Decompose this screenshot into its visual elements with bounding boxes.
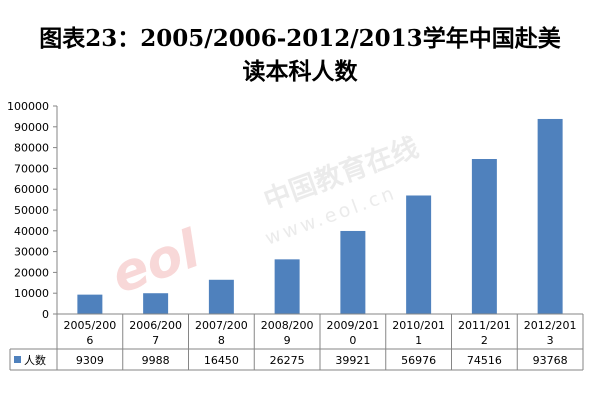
category-label: 8 [218,334,225,347]
legend-series-name: 人数 [24,354,46,367]
eol-logo: eol [104,219,209,306]
bar [274,259,300,314]
y-tick-label: 90000 [14,121,49,134]
plot-area: 0 10000 20000 30000 40000 50000 60000 70000 8000… [7,100,563,321]
legend-swatch [14,356,21,363]
category-label: 2011/201 [458,319,511,332]
data-value-label: 9309 [76,354,104,367]
category-label: 2009/201 [327,319,380,332]
data-value-label: 9988 [142,354,170,367]
data-value-label: 74516 [467,354,502,367]
data-value-label: 56976 [401,354,436,367]
watermark: eol 中国教育在线 www.eol.cn [104,131,423,306]
bar [208,279,234,314]
chart-title-line-2: 读本科人数 [242,58,358,85]
data-value-label: 93768 [533,354,568,367]
data-value-label: 39921 [335,354,370,367]
category-label: 0 [349,334,356,347]
category-label: 2005/200 [64,319,117,332]
bar [77,294,103,314]
category-label: 7 [152,334,159,347]
chart-title: 图表23：2005/2006-2012/2013学年中国赴美 读本科人数 [0,22,600,88]
category-label: 2007/200 [195,319,248,332]
y-tick-label: 10000 [14,287,49,300]
y-tick-label: 80000 [14,142,49,155]
y-tick-label: 50000 [14,204,49,217]
y-tick-label: 70000 [14,162,49,175]
category-label: 9 [284,334,291,347]
category-label: 6 [86,334,93,347]
y-tick-label: 40000 [14,225,49,238]
bar [340,230,366,314]
eol-logo-text: eol [104,219,209,306]
chart-title-line-1: 图表23：2005/2006-2012/2013学年中国赴美 [39,25,561,52]
y-tick-label: 100000 [7,100,49,113]
category-label: 3 [547,334,554,347]
category-label: 2012/201 [524,319,577,332]
bar [471,159,497,314]
data-value-label: 16450 [204,354,239,367]
y-tick-label: 20000 [14,266,49,279]
category-label: 1 [415,334,422,347]
bar [143,293,169,314]
bar [537,118,563,315]
category-label: 2008/200 [261,319,314,332]
y-tick-label: 0 [42,308,49,321]
y-tick-label: 60000 [14,183,49,196]
category-label: 2010/201 [392,319,445,332]
category-label: 2006/200 [129,319,182,332]
bar [406,195,432,314]
data-value-label: 26275 [270,354,305,367]
category-label: 2 [481,334,488,347]
data-table: 2005/200 6 2006/200 7 2007/200 8 2008/200 9 2009… [9,313,584,371]
y-tick-label: 30000 [14,246,49,259]
